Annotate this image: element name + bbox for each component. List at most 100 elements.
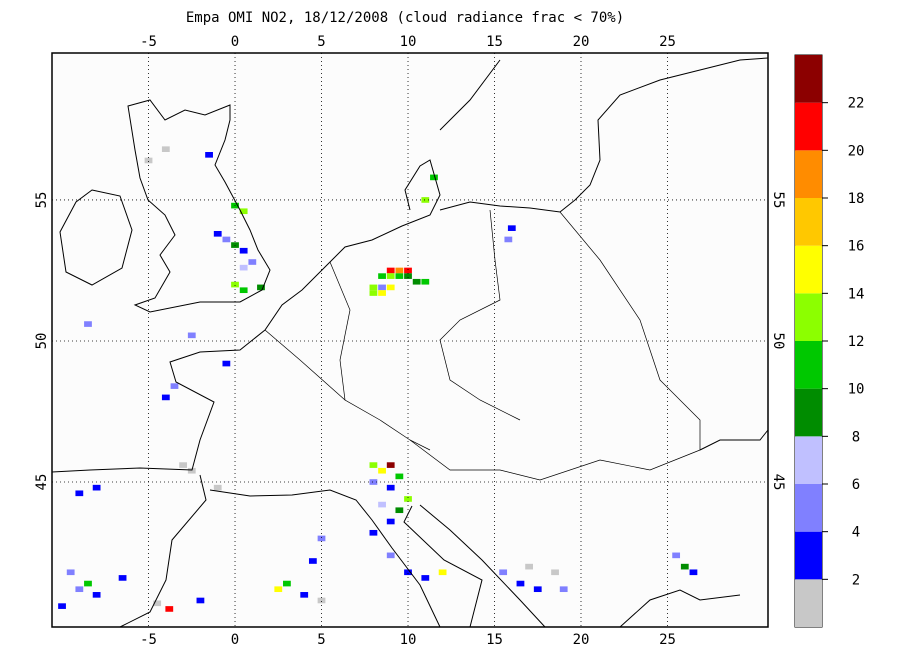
no2-cell bbox=[369, 290, 378, 296]
no2-cell bbox=[144, 157, 153, 164]
no2-cell bbox=[205, 152, 213, 158]
no2-cell bbox=[430, 174, 438, 181]
no2-cell bbox=[378, 284, 386, 291]
no2-cell bbox=[170, 383, 179, 389]
lon-tick-label-top: 20 bbox=[573, 34, 590, 50]
borders bbox=[264, 209, 701, 481]
no2-cell bbox=[213, 484, 222, 491]
no2-cell bbox=[222, 360, 231, 367]
no2-cell bbox=[161, 146, 170, 153]
no2-cell bbox=[66, 569, 75, 576]
map-title: Empa OMI NO2, 18/12/2008 (cloud radiance… bbox=[186, 10, 624, 26]
no2-cell bbox=[404, 496, 412, 502]
lon-tick-label-top: -5 bbox=[140, 34, 157, 50]
lon-tick-label-top: 0 bbox=[231, 34, 239, 50]
no2-cell bbox=[187, 467, 196, 474]
no2-cell bbox=[378, 273, 386, 279]
no2-cell bbox=[317, 597, 326, 604]
no2-cell bbox=[369, 462, 378, 468]
no2-cell bbox=[386, 462, 395, 468]
no2-cell bbox=[378, 501, 386, 508]
lon-tick-label: 25 bbox=[659, 632, 676, 648]
no2-cell bbox=[689, 569, 698, 576]
no2-cell bbox=[369, 284, 378, 291]
no2-cell bbox=[404, 569, 412, 576]
colorbar-tick-label: 6 bbox=[852, 477, 860, 493]
no2-cell bbox=[300, 592, 309, 598]
lon-tick-label: 15 bbox=[486, 632, 503, 648]
no2-cell bbox=[386, 484, 395, 491]
no2-cell bbox=[58, 603, 66, 609]
no2-cell bbox=[386, 267, 395, 274]
colorbar-tick-label: 8 bbox=[852, 429, 860, 445]
no2-cell bbox=[533, 586, 542, 593]
no2-cell bbox=[504, 236, 513, 243]
no2-cell bbox=[92, 592, 101, 598]
no2-cell bbox=[317, 535, 326, 542]
no2-cell bbox=[421, 575, 430, 581]
no2-cell bbox=[153, 600, 162, 607]
no2-cell bbox=[412, 278, 421, 285]
no2-cell bbox=[274, 586, 283, 593]
no2-cell bbox=[369, 479, 378, 485]
lon-tick-label: -5 bbox=[140, 632, 157, 648]
colorbar-tick-label: 16 bbox=[848, 239, 865, 255]
colorbar-swatch bbox=[795, 388, 822, 437]
no2-cell bbox=[239, 264, 248, 271]
map-frame bbox=[51, 52, 769, 628]
colorbar-tick-label: 12 bbox=[848, 334, 865, 350]
lon-tick-label-top: 10 bbox=[400, 34, 417, 50]
no2-cell bbox=[421, 197, 430, 203]
no2-cell bbox=[507, 225, 516, 231]
no2-cell bbox=[222, 236, 231, 243]
no2-cell bbox=[551, 569, 559, 576]
no2-cell bbox=[395, 267, 404, 274]
lon-tick-label: 5 bbox=[317, 632, 325, 648]
no2-cell bbox=[239, 287, 248, 294]
no2-cell bbox=[75, 490, 84, 497]
colorbar-swatch bbox=[795, 293, 822, 341]
lat-tick-label-right: 55 bbox=[770, 192, 786, 209]
no2-cell bbox=[386, 273, 395, 279]
colorbar-tick-label: 20 bbox=[848, 143, 865, 159]
colorbar-tick-label: 18 bbox=[848, 191, 865, 207]
lon-tick-label-top: 25 bbox=[659, 34, 676, 50]
no2-cell bbox=[308, 558, 317, 564]
no2-cell bbox=[161, 394, 170, 401]
no2-cell bbox=[404, 267, 412, 274]
colorbar-tick-label: 4 bbox=[852, 525, 860, 541]
no2-cell bbox=[179, 462, 188, 468]
no2-cell bbox=[395, 507, 404, 514]
lon-tick-label-top: 5 bbox=[317, 34, 325, 50]
lon-tick-label-top: 15 bbox=[486, 34, 503, 50]
colorbar-swatch bbox=[795, 531, 822, 580]
no2-cell bbox=[395, 473, 404, 480]
colorbar-tick-label: 14 bbox=[848, 286, 865, 302]
no2-cell bbox=[187, 332, 196, 339]
lat-tick-label-right: 50 bbox=[770, 333, 786, 350]
no2-cell bbox=[386, 284, 395, 291]
no2-cell bbox=[395, 273, 404, 279]
colorbar-tick-label: 2 bbox=[852, 572, 860, 588]
no2-cell bbox=[92, 484, 101, 491]
lon-tick-label: 10 bbox=[400, 632, 417, 648]
no2-cell bbox=[378, 290, 386, 296]
no2-cell bbox=[75, 586, 84, 593]
lat-tick-label-right: 45 bbox=[770, 474, 786, 491]
colorbar-tick-label: 22 bbox=[848, 96, 865, 112]
no2-cell bbox=[231, 281, 239, 288]
no2-cell bbox=[196, 597, 205, 604]
map-background bbox=[52, 53, 768, 627]
coastlines bbox=[51, 57, 769, 628]
lon-tick-label: 20 bbox=[573, 632, 590, 648]
no2-cell bbox=[213, 230, 222, 237]
colorbar-swatch bbox=[795, 150, 822, 198]
lat-tick-label: 55 bbox=[34, 192, 50, 209]
colorbar-swatch bbox=[795, 579, 822, 627]
no2-cell bbox=[257, 284, 265, 291]
colorbar-swatch bbox=[795, 341, 822, 389]
colorbar-swatch bbox=[795, 245, 822, 294]
no2-cell bbox=[165, 606, 174, 612]
lat-tick-label: 45 bbox=[34, 474, 50, 491]
